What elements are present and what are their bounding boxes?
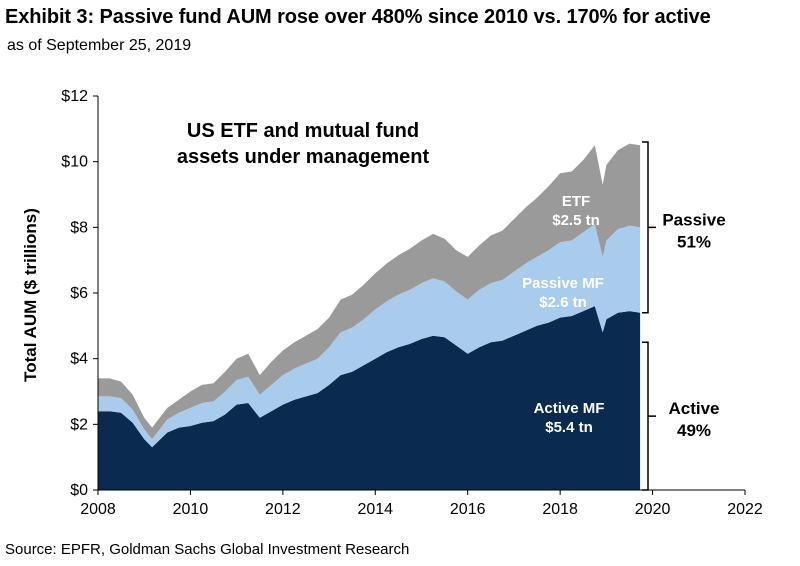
x-tick-label: 2008 <box>80 501 116 518</box>
chart-subtitle: as of September 25, 2019 <box>7 37 192 54</box>
active-bracket-label-line-1: Active <box>668 399 719 418</box>
active-bracket-label-line-2: 49% <box>677 421 711 440</box>
x-tick-label: 2020 <box>635 501 671 518</box>
x-tick-label: 2016 <box>450 501 486 518</box>
inset-title-line-1: US ETF and mutual fund <box>187 120 419 142</box>
x-tick-label: 2018 <box>542 501 578 518</box>
x-tick-label: 2022 <box>727 501 763 518</box>
x-tick-label: 2012 <box>265 501 301 518</box>
y-axis-label: Total AUM ($ trillions) <box>21 208 40 382</box>
active-bracket <box>642 341 656 491</box>
passive-mf-label-line-1: Passive MF <box>522 275 604 292</box>
active-mf-label-line-2: $5.4 tn <box>545 419 593 436</box>
inset-title-line-2: assets under management <box>177 146 430 168</box>
y-tick-label: $12 <box>61 88 88 105</box>
brackets: Passive 51% Active 49% <box>642 141 726 491</box>
x-ticks: 2008 2010 2012 2014 2016 2018 2020 2022 <box>80 490 763 518</box>
x-tick-label: 2010 <box>173 501 209 518</box>
passive-bracket-label-line-1: Passive <box>662 210 725 229</box>
y-tick-label: $6 <box>70 285 88 302</box>
chart-title: Exhibit 3: Passive fund AUM rose over 48… <box>5 6 711 28</box>
x-tick-label: 2014 <box>357 501 393 518</box>
passive-mf-area <box>98 224 641 448</box>
etf-label-line-1: ETF <box>562 193 590 210</box>
active-mf-label-line-1: Active MF <box>534 400 605 417</box>
y-tick-label: $10 <box>61 154 88 171</box>
y-tick-label: $4 <box>70 351 88 368</box>
y-tick-label: $8 <box>70 219 88 236</box>
y-tick-label: $0 <box>70 482 88 499</box>
active-mf-area <box>98 306 641 490</box>
y-tick-label: $2 <box>70 416 88 433</box>
area-labels: ETF $2.5 tn Passive MF $2.6 tn Active MF $5.4… <box>522 193 604 436</box>
y-ticks: $0 $2 $4 $6 $8 $10 $12 <box>61 88 98 499</box>
area-layer <box>98 143 641 490</box>
passive-mf-label-line-2: $2.6 tn <box>539 294 587 311</box>
chart-source: Source: EPFR, Goldman Sachs Global Inves… <box>5 541 410 558</box>
passive-bracket <box>642 141 656 314</box>
etf-label-line-2: $2.5 tn <box>552 212 600 229</box>
passive-bracket-label-line-2: 51% <box>677 232 711 251</box>
etf-area <box>98 143 641 440</box>
